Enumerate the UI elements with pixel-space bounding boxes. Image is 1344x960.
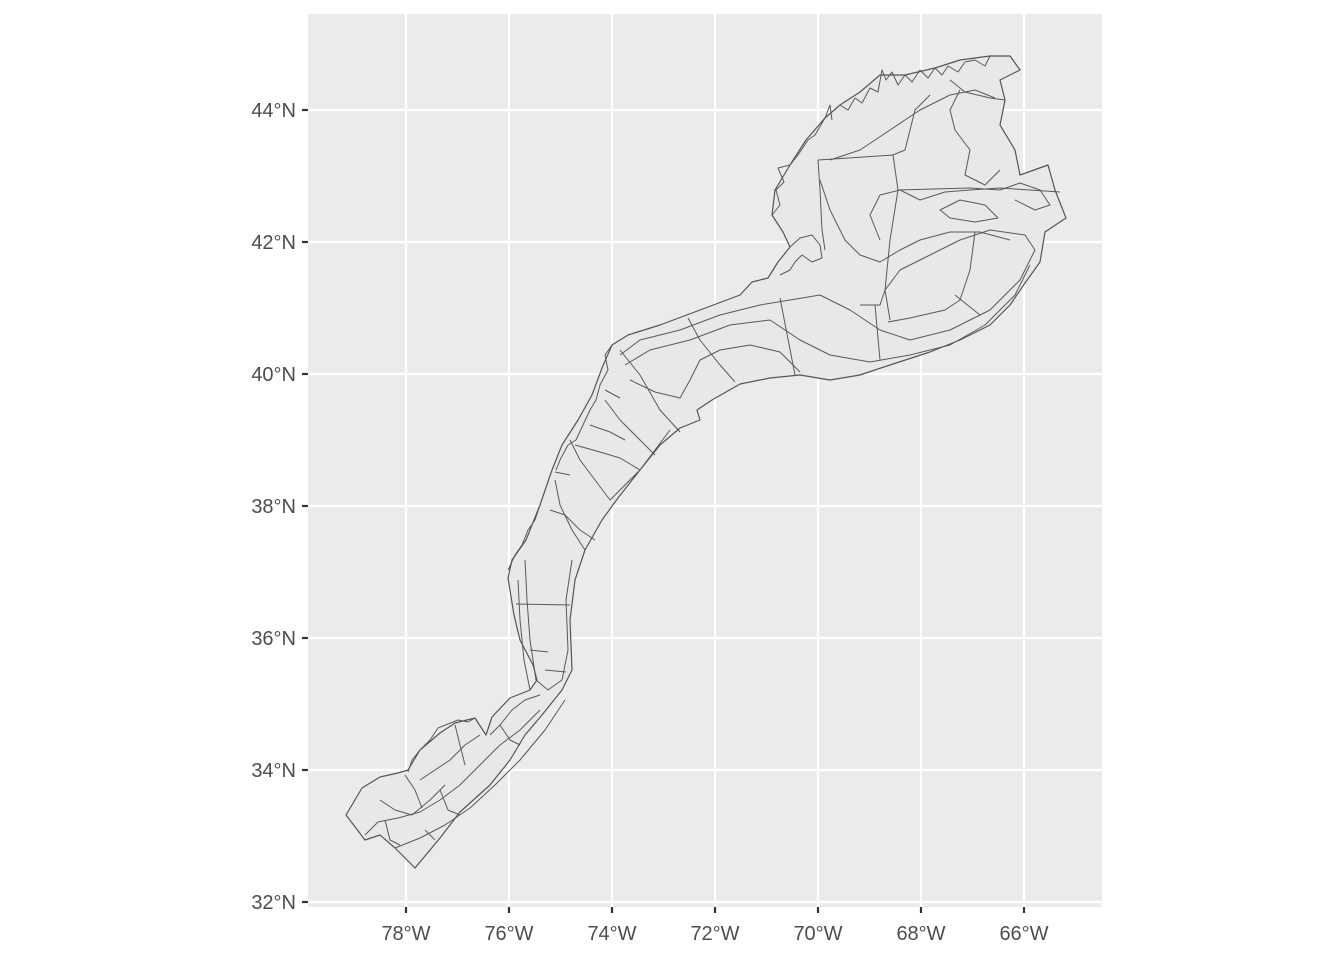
y-tick-label: 32°N [251, 892, 296, 914]
coastline-carolina [407, 717, 476, 773]
coastline-nj [555, 344, 613, 471]
x-tick-label: 76°W [484, 923, 533, 945]
x-tick-label: 78°W [381, 923, 430, 945]
coastline-maine [839, 55, 991, 111]
x-tick-label: 72°W [690, 923, 739, 945]
y-axis: 44°N 42°N 40°N 38°N 36°N 34°N 32°N [251, 100, 308, 914]
depth-contours [364, 89, 1061, 849]
y-tick-label: 40°N [251, 364, 296, 386]
coastline-details [407, 55, 991, 773]
y-tick-label: 34°N [251, 760, 296, 782]
stratum-boundaries [384, 79, 1006, 846]
coastline-mass [771, 104, 833, 216]
y-tick-label: 36°N [251, 628, 296, 650]
x-tick-label: 66°W [999, 923, 1048, 945]
y-tick-label: 44°N [251, 100, 296, 122]
x-axis: 78°W 76°W 74°W 72°W 70°W 68°W 66°W [381, 907, 1049, 945]
y-tick-label: 42°N [251, 232, 296, 254]
cape-cod [779, 234, 823, 276]
x-tick-label: 74°W [587, 923, 636, 945]
x-tick-label: 68°W [896, 923, 945, 945]
y-tick-label: 38°N [251, 496, 296, 518]
coastline-va [507, 504, 541, 571]
survey-strata [345, 55, 1067, 869]
x-tick-label: 70°W [793, 923, 842, 945]
